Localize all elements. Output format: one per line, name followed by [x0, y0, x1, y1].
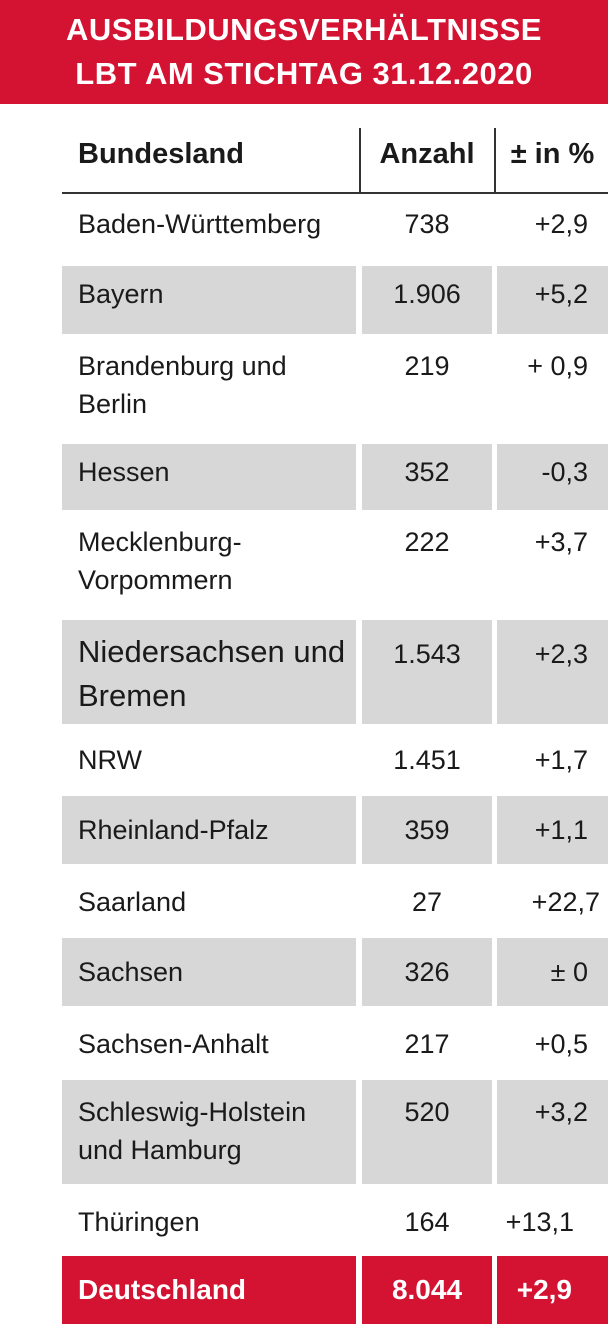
row-count: 27 [411, 887, 443, 917]
table-row: Baden-Württemberg 738 +2,9 [0, 196, 608, 262]
table-row: Schleswig-Holstein und Hamburg 520 +3,2 [0, 1080, 608, 1184]
row-count: 222 [404, 527, 450, 557]
table-row: NRW 1.451 +1,7 [0, 728, 608, 792]
title-line-1: AUSBILDUNGSVERHÄLTNISSE [66, 12, 542, 47]
row-count: 738 [404, 209, 450, 239]
header-bundesland: Bundesland [78, 138, 244, 170]
table-row: Niedersachsen und Bremen 1.543 +2,3 [0, 620, 608, 724]
row-count: 164 [404, 1207, 450, 1237]
row-count: 352 [404, 457, 450, 487]
row-name: Hessen [78, 457, 170, 487]
row-change: +22,7 [531, 887, 600, 917]
row-name: Brandenburg und [78, 351, 287, 381]
table-row: Saarland 27 +22,7 [0, 868, 608, 934]
row-name-cont: Bremen [78, 678, 187, 713]
row-name: Bayern [78, 279, 164, 309]
table-row: Sachsen-Anhalt 217 +0,5 [0, 1010, 608, 1076]
row-change: +1,1 [534, 815, 588, 845]
total-count: 8.044 [391, 1274, 463, 1305]
table-row: Bayern 1.906 +5,2 [0, 266, 608, 334]
header-rule [62, 192, 608, 194]
header-divider [359, 128, 361, 192]
row-count: 359 [404, 815, 450, 845]
table-row: Rheinland-Pfalz 359 +1,1 [0, 796, 608, 864]
row-change: +2,9 [534, 209, 588, 239]
row-change: + 0,9 [527, 351, 588, 381]
title-banner: AUSBILDUNGSVERHÄLTNISSE LBT AM STICHTAG … [0, 0, 608, 104]
header-change: ± in % [510, 138, 595, 170]
title-line-2: LBT AM STICHTAG 31.12.2020 [75, 56, 533, 91]
row-count: 1.543 [393, 639, 461, 669]
row-change: +5,2 [534, 279, 588, 309]
row-name-cont: und Hamburg [78, 1135, 242, 1165]
row-name: Sachsen-Anhalt [78, 1029, 269, 1059]
row-change: +3,2 [534, 1097, 588, 1127]
row-count: 219 [404, 351, 450, 381]
row-name: Schleswig-Holstein [78, 1097, 307, 1127]
header-divider [494, 128, 496, 192]
row-name-cont: Berlin [78, 389, 148, 419]
row-count: 1.451 [393, 745, 461, 775]
row-name-cont: Vorpommern [78, 565, 233, 595]
total-name: Deutschland [78, 1274, 247, 1305]
row-name: Thüringen [78, 1207, 200, 1237]
row-change: +13,1 [505, 1207, 574, 1237]
row-count: 520 [404, 1097, 450, 1127]
table-row: Thüringen 164 +13,1 [0, 1188, 608, 1252]
total-row: Deutschland 8.044 +2,9 [0, 1256, 608, 1324]
row-name: Sachsen [78, 957, 184, 987]
row-name: Niedersachsen und [78, 634, 346, 669]
row-name: Rheinland-Pfalz [78, 815, 269, 845]
row-count: 1.906 [393, 279, 461, 309]
header-anzahl: Anzahl [379, 138, 475, 170]
row-count: 217 [404, 1029, 450, 1059]
row-name: NRW [78, 745, 142, 775]
table-row: Mecklenburg- Vorpommern 222 +3,7 [0, 514, 608, 616]
row-name: Saarland [78, 887, 187, 917]
table-row: Brandenburg und Berlin 219 + 0,9 [0, 338, 608, 440]
row-change: -0,3 [541, 457, 588, 487]
table-row: Hessen 352 -0,3 [0, 444, 608, 510]
row-change: +2,3 [534, 639, 588, 669]
row-change: +3,7 [534, 527, 588, 557]
total-change: +2,9 [516, 1274, 572, 1305]
table-row: Sachsen 326 ± 0 [0, 938, 608, 1006]
row-change: +1,7 [534, 745, 588, 775]
row-count: 326 [404, 957, 450, 987]
row-change: ± 0 [550, 957, 588, 987]
row-name: Mecklenburg- [78, 527, 242, 557]
row-name: Baden-Württemberg [78, 209, 322, 239]
row-change: +0,5 [534, 1029, 588, 1059]
